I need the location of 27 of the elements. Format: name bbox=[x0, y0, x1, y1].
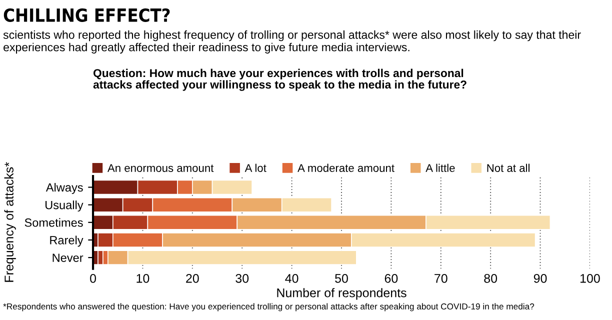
x-tick-label: 60 bbox=[384, 274, 398, 283]
x-tick-label: 20 bbox=[186, 274, 199, 283]
legend-label: A moderate amount bbox=[298, 164, 394, 172]
legend-label: A little bbox=[426, 164, 455, 172]
x-axis-title: Number of respondents bbox=[277, 288, 406, 300]
legend-label: Not at all bbox=[487, 164, 530, 172]
chart-subtitle: scientists who reported the highest frequency of trolling or personal attacks* were also most likely to say that their experiences had greatly affected their readiness to give future media interviews. bbox=[3, 30, 581, 54]
legend-label: A lot bbox=[244, 164, 266, 172]
y-tick-label: Rarely bbox=[50, 236, 84, 247]
text: Question: How much have your experiences with trolls and personal attacks affected your willingness to speak to the media in the future? bbox=[93, 68, 466, 91]
y-tick-label: Always bbox=[46, 182, 83, 194]
x-tick-label: 100 bbox=[580, 274, 600, 283]
y-tick-label: Usually bbox=[46, 200, 84, 212]
y-tick-label: Never bbox=[52, 254, 84, 262]
text: *Respondents who answered the question: Have you experienced trolling or personal attacks after speaking about COVID-19 in the media? bbox=[3, 303, 534, 312]
x-tick-label: 70 bbox=[434, 274, 448, 283]
x-tick-label: 90 bbox=[534, 274, 547, 283]
chart-title: CHILLING EFFECT? bbox=[4, 8, 170, 22]
x-tick-label: 80 bbox=[484, 274, 498, 283]
y-tick-label: Sometimes bbox=[24, 218, 83, 227]
y-axis-title: Frequency of attacks* bbox=[4, 162, 16, 282]
x-tick-label: 50 bbox=[335, 274, 348, 283]
legend-label: An enormous amount bbox=[107, 164, 214, 172]
x-tick-label: 30 bbox=[236, 274, 249, 283]
x-tick-label: 10 bbox=[136, 274, 150, 283]
x-tick-label: 0 bbox=[90, 274, 96, 283]
x-tick-label: 40 bbox=[285, 274, 298, 283]
